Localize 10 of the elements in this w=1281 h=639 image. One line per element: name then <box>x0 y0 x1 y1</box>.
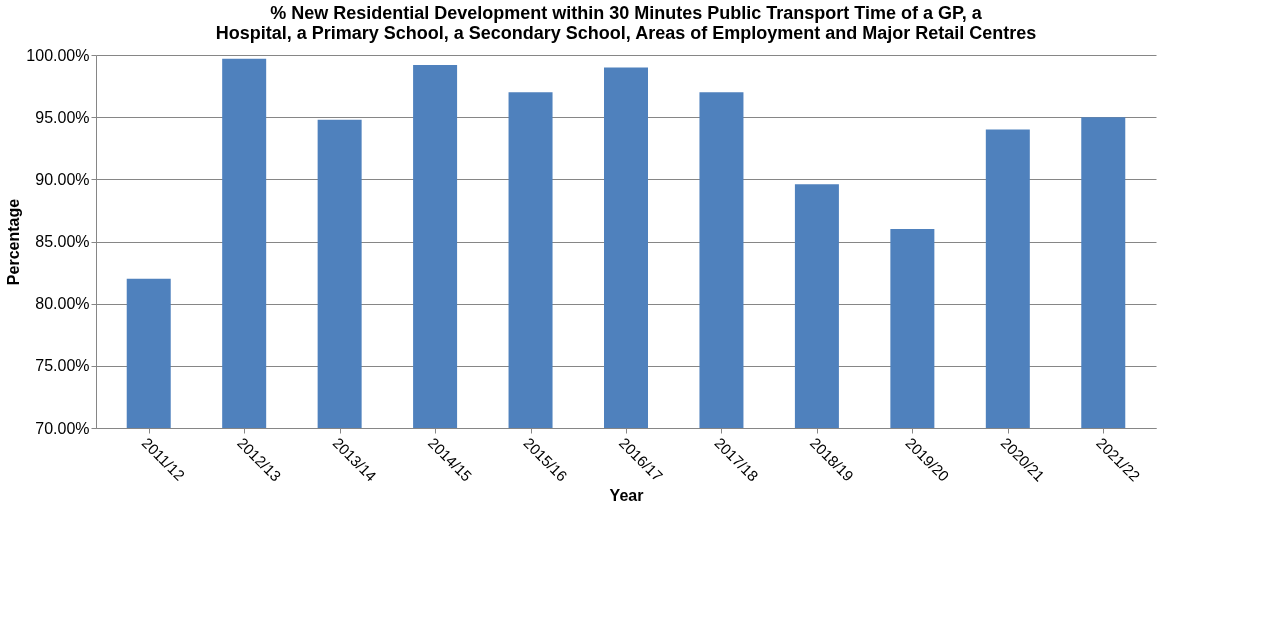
y-tick-label: 70.00% <box>35 419 90 437</box>
y-tick-label: 95.00% <box>35 108 90 126</box>
y-tick-label: 85.00% <box>35 233 90 250</box>
y-tick-label: 90.00% <box>35 170 90 188</box>
x-axis-title: Year <box>609 487 644 505</box>
y-tick-label: 100.00% <box>26 46 90 64</box>
y-tick-label: 80.00% <box>35 295 90 313</box>
chart-title: % New Residential Development within 30 Minutes Public Transport Time of a GP, a Hospital, a Primary School, a Secondary School, Areas of Employment and Major Retail Centres <box>215 3 1037 43</box>
y-axis-title: Percentage <box>5 198 23 286</box>
y-tick-label: 75.00% <box>35 357 90 375</box>
